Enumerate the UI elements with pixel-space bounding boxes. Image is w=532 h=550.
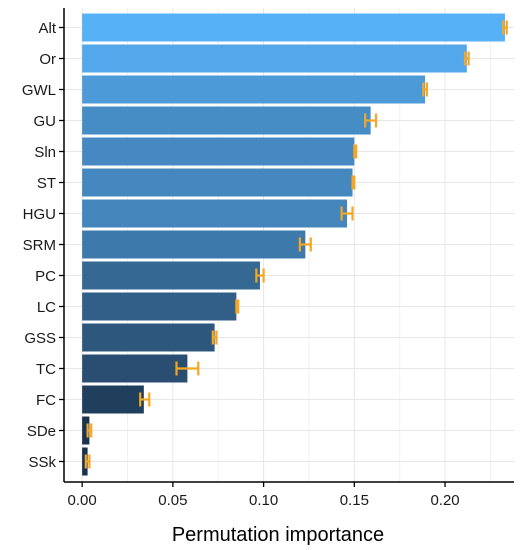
bar-fc [82,385,144,414]
error-bar-sde [86,423,93,438]
y-tick-label-or: Or [39,51,56,68]
error-bar-lc [235,299,240,314]
x-tick-label: 0.10 [249,492,278,509]
error-bar-st [351,175,356,190]
bar-gu [82,106,371,135]
bar-hgu [82,199,348,228]
bar-sde [82,416,90,445]
error-bar-alt [502,20,508,35]
y-tick-label-sde: SDe [27,423,56,440]
y-tick-label-tc: TC [36,361,56,378]
y-tick-label-gwl: GWL [22,82,56,99]
x-axis-ticks: 0.00 0.05 0.10 0.15 0.20 [68,482,460,509]
bar-st [82,168,353,197]
bar-gwl [82,75,426,104]
x-tick-label: 0.15 [340,492,369,509]
error-bars [84,20,508,469]
bar-gss [82,323,215,352]
bar-alt [82,13,505,42]
y-tick-label-hgu: HGU [23,206,56,223]
y-tick-label-sln: Sln [34,144,56,161]
bar-srm [82,230,306,259]
error-bar-ssk [84,454,91,469]
x-axis-title: Permutation importance [172,524,384,546]
y-tick-label-fc: FC [36,392,56,409]
bar-or [82,44,467,73]
error-bar-sln [353,144,358,159]
bar-tc [82,354,188,383]
error-bar-hgu [340,206,354,221]
x-tick-label: 0.05 [158,492,187,509]
error-bar-srm [298,237,312,252]
error-bar-gss [211,330,218,345]
x-tick-label: 0.20 [430,492,459,509]
y-tick-label-gss: GSS [24,330,56,347]
bar-lc [82,292,237,321]
bar-sln [82,137,355,166]
bar-pc [82,261,260,290]
y-tick-label-alt: Alt [38,20,56,37]
error-bar-pc [255,268,265,283]
y-axis-ticks: Alt Or GWL GU Sln ST HGU SRM PC LC GSS TC FC SDe SSk [22,20,64,471]
error-bar-gwl [422,82,429,97]
error-bar-or [463,51,470,66]
error-bar-tc [175,361,200,376]
error-bar-fc [139,392,151,407]
bars [82,13,505,476]
error-bar-gu [364,113,378,128]
y-tick-label-pc: PC [35,268,56,285]
y-tick-label-srm: SRM [23,237,56,254]
y-tick-label-ssk: SSk [28,454,56,471]
x-tick-label: 0.00 [68,492,97,509]
y-tick-label-st: ST [37,175,56,192]
y-tick-label-gu: GU [34,113,57,130]
y-tick-label-lc: LC [37,299,56,316]
